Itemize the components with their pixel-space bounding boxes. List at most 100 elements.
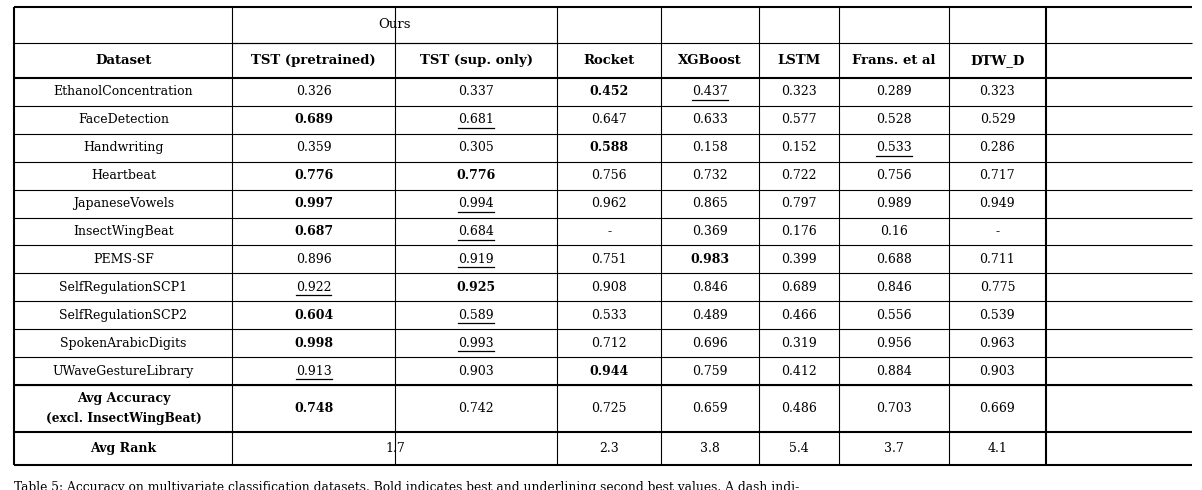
Text: UWaveGestureLibrary: UWaveGestureLibrary — [53, 365, 194, 378]
Text: 0.412: 0.412 — [781, 365, 817, 378]
Text: 0.908: 0.908 — [591, 281, 627, 294]
Text: 0.725: 0.725 — [591, 402, 627, 415]
Text: 0.711: 0.711 — [980, 253, 1016, 266]
Text: 0.775: 0.775 — [980, 281, 1016, 294]
Text: 0.925: 0.925 — [457, 281, 495, 294]
Text: InsectWingBeat: InsectWingBeat — [73, 225, 174, 238]
Text: EthanolConcentration: EthanolConcentration — [54, 85, 194, 98]
Text: Ours: Ours — [379, 19, 411, 31]
Text: 0.286: 0.286 — [980, 141, 1016, 154]
Text: SelfRegulationSCP2: SelfRegulationSCP2 — [59, 309, 188, 322]
Text: Frans. et al: Frans. et al — [852, 54, 935, 67]
Text: TST (pretrained): TST (pretrained) — [251, 54, 376, 67]
Text: 0.305: 0.305 — [458, 141, 494, 154]
Text: 0.696: 0.696 — [692, 337, 728, 350]
Text: 0.722: 0.722 — [781, 169, 816, 182]
Text: 0.717: 0.717 — [980, 169, 1016, 182]
Text: 0.989: 0.989 — [876, 197, 911, 210]
Text: 0.998: 0.998 — [294, 337, 333, 350]
Text: SpokenArabicDigits: SpokenArabicDigits — [60, 337, 186, 350]
Text: Handwriting: Handwriting — [83, 141, 163, 154]
Text: 0.529: 0.529 — [980, 113, 1016, 126]
Text: 3.8: 3.8 — [700, 442, 720, 455]
Text: 0.687: 0.687 — [294, 225, 333, 238]
Text: 0.688: 0.688 — [876, 253, 911, 266]
Text: 0.684: 0.684 — [458, 225, 494, 238]
Text: 0.556: 0.556 — [876, 309, 911, 322]
Text: 0.323: 0.323 — [781, 85, 817, 98]
Text: 0.748: 0.748 — [294, 402, 333, 415]
Text: 0.359: 0.359 — [296, 141, 332, 154]
Text: 0.452: 0.452 — [590, 85, 629, 98]
Text: 0.577: 0.577 — [781, 113, 816, 126]
Text: 0.994: 0.994 — [458, 197, 494, 210]
Text: 0.337: 0.337 — [458, 85, 494, 98]
Text: 0.884: 0.884 — [876, 365, 911, 378]
Text: TST (sup. only): TST (sup. only) — [419, 54, 532, 67]
Text: 0.489: 0.489 — [692, 309, 728, 322]
Text: PEMS-SF: PEMS-SF — [93, 253, 154, 266]
Text: 0.751: 0.751 — [591, 253, 627, 266]
Text: 0.326: 0.326 — [296, 85, 332, 98]
Text: 0.659: 0.659 — [692, 402, 728, 415]
Text: 0.703: 0.703 — [876, 402, 911, 415]
Text: 0.176: 0.176 — [781, 225, 817, 238]
Text: Table 5: Accuracy on multivariate classification datasets. Bold indicates best a: Table 5: Accuracy on multivariate classi… — [14, 481, 799, 490]
Text: 0.647: 0.647 — [591, 113, 627, 126]
Text: 0.997: 0.997 — [294, 197, 333, 210]
Text: 0.712: 0.712 — [591, 337, 627, 350]
Text: 0.922: 0.922 — [296, 281, 332, 294]
Text: Rocket: Rocket — [584, 54, 635, 67]
Text: 0.742: 0.742 — [458, 402, 494, 415]
Text: Avg Rank: Avg Rank — [90, 442, 156, 455]
Text: 0.846: 0.846 — [692, 281, 728, 294]
Text: 0.486: 0.486 — [781, 402, 817, 415]
Text: 0.983: 0.983 — [690, 253, 730, 266]
Text: 0.437: 0.437 — [692, 85, 728, 98]
Text: 0.993: 0.993 — [458, 337, 494, 350]
Text: 0.323: 0.323 — [980, 85, 1016, 98]
Text: DTW_D: DTW_D — [970, 54, 1024, 67]
Text: 0.152: 0.152 — [781, 141, 816, 154]
Text: 0.956: 0.956 — [876, 337, 911, 350]
Text: SelfRegulationSCP1: SelfRegulationSCP1 — [59, 281, 188, 294]
Text: 4.1: 4.1 — [988, 442, 1007, 455]
Text: XGBoost: XGBoost — [678, 54, 742, 67]
Text: 0.539: 0.539 — [980, 309, 1016, 322]
Text: 0.962: 0.962 — [591, 197, 627, 210]
Text: 2.3: 2.3 — [600, 442, 619, 455]
Text: -: - — [607, 225, 612, 238]
Text: 0.399: 0.399 — [781, 253, 816, 266]
Text: 0.903: 0.903 — [980, 365, 1016, 378]
Text: 1.7: 1.7 — [385, 442, 405, 455]
Text: Avg Accuracy: Avg Accuracy — [77, 392, 169, 405]
Text: 0.319: 0.319 — [781, 337, 817, 350]
Text: 0.589: 0.589 — [458, 309, 494, 322]
Text: 0.604: 0.604 — [294, 309, 333, 322]
Text: 0.776: 0.776 — [457, 169, 495, 182]
Text: 0.865: 0.865 — [692, 197, 728, 210]
Text: 0.533: 0.533 — [876, 141, 911, 154]
Text: FaceDetection: FaceDetection — [78, 113, 169, 126]
Text: 0.903: 0.903 — [458, 365, 494, 378]
Text: 0.756: 0.756 — [876, 169, 911, 182]
Text: 0.533: 0.533 — [591, 309, 627, 322]
Text: 0.944: 0.944 — [590, 365, 629, 378]
Text: 0.759: 0.759 — [692, 365, 727, 378]
Text: 0.16: 0.16 — [880, 225, 908, 238]
Text: 0.689: 0.689 — [781, 281, 817, 294]
Text: 0.949: 0.949 — [980, 197, 1016, 210]
Text: 0.732: 0.732 — [692, 169, 728, 182]
Text: JapaneseVowels: JapaneseVowels — [73, 197, 174, 210]
Text: 0.919: 0.919 — [458, 253, 494, 266]
Text: 0.776: 0.776 — [294, 169, 333, 182]
Text: 0.913: 0.913 — [296, 365, 332, 378]
Text: -: - — [995, 225, 1000, 238]
Text: 0.588: 0.588 — [590, 141, 629, 154]
Text: 0.846: 0.846 — [876, 281, 911, 294]
Text: 0.158: 0.158 — [692, 141, 728, 154]
Text: 0.289: 0.289 — [876, 85, 911, 98]
Text: 0.756: 0.756 — [591, 169, 627, 182]
Text: 3.7: 3.7 — [883, 442, 904, 455]
Text: Dataset: Dataset — [95, 54, 151, 67]
